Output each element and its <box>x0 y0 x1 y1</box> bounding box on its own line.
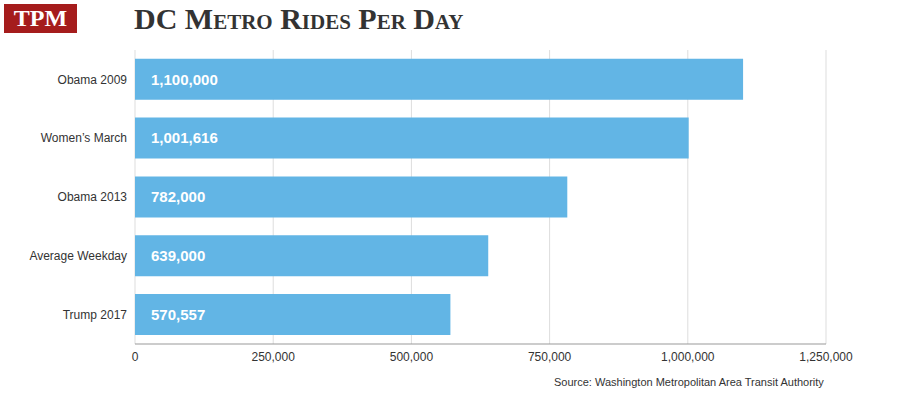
html-text:TPM: TPM <box>13 5 68 31</box>
svg-text:1,001,616: 1,001,616 <box>151 129 218 146</box>
html-text:Source: Washington Metropolita: Source: Washington Metropolitan Area Tra… <box>554 376 824 388</box>
svg-text:Women’s March: Women’s March <box>41 131 127 145</box>
svg-text:500,000: 500,000 <box>390 350 434 364</box>
svg-text:Trump 2017: Trump 2017 <box>63 308 128 322</box>
svg-text:1,000,000: 1,000,000 <box>661 350 715 364</box>
svg-text:Average Weekday: Average Weekday <box>29 249 127 263</box>
svg-text:1,250,000: 1,250,000 <box>799 350 853 364</box>
svg-text:Obama 2013: Obama 2013 <box>58 190 128 204</box>
svg-text:782,000: 782,000 <box>151 188 205 205</box>
svg-text:250,000: 250,000 <box>252 350 296 364</box>
svg-text:750,000: 750,000 <box>528 350 572 364</box>
svg-text:1,100,000: 1,100,000 <box>151 71 218 88</box>
svg-text:Obama 2009: Obama 2009 <box>58 73 128 87</box>
svg-text:570,557: 570,557 <box>151 306 205 323</box>
svg-text:639,000: 639,000 <box>151 247 205 264</box>
html-text:DC Metro Rides Per Day: DC Metro Rides Per Day <box>134 2 464 35</box>
svg-text:0: 0 <box>132 350 139 364</box>
